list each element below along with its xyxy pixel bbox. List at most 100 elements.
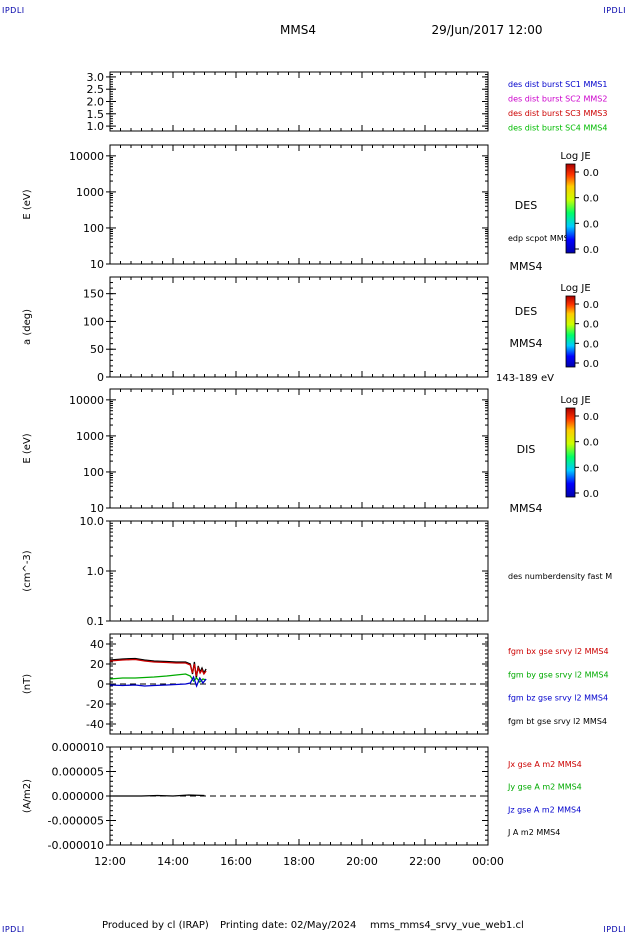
y-tick-label: 1000 — [76, 430, 104, 443]
legend-entry: des dist burst SC2 MMS2 — [508, 95, 607, 104]
colorbar — [565, 295, 576, 368]
colorbar-tick-label: 0.0 — [583, 300, 599, 311]
y-tick-label: 10000 — [69, 394, 104, 407]
corner-label-bottom-left: IPDLI — [2, 925, 25, 934]
corner-label-top-right: IPDLI — [603, 6, 626, 15]
colorbar-tick-label: 0.0 — [583, 463, 599, 474]
y-tick-label: 3.0 — [87, 71, 105, 84]
data-series — [109, 657, 207, 679]
corner-label-top-left: IPDLI — [2, 6, 25, 15]
y-tick-label: -20 — [86, 698, 104, 711]
y-tick-label: 100 — [83, 315, 104, 328]
side-label: edp scpot MMS4 — [508, 234, 574, 243]
legend-entry: fgm by gse srvy l2 MMS4 — [508, 670, 609, 679]
colorbar-title: Log JE — [560, 151, 590, 162]
instrument-label: DES — [515, 199, 537, 212]
y-axis-label: (cm^-3) — [22, 550, 33, 591]
x-tick-label: 00:00 — [472, 855, 504, 868]
x-tick-label: 18:00 — [283, 855, 315, 868]
y-tick-label: 1000 — [76, 186, 104, 199]
legend-entry: fgm bx gse srvy l2 MMS4 — [508, 647, 609, 656]
x-tick-label: 12:00 — [94, 855, 126, 868]
spacecraft-label: MMS4 — [510, 260, 543, 273]
colorbar-title: Log JE — [560, 395, 590, 406]
footer-script: mms_mms4_srvy_vue_web1.cl — [370, 920, 524, 931]
y-tick-label: 20 — [90, 658, 104, 671]
instrument-label: DIS — [517, 443, 536, 456]
panel-5: 0.1 1.0 10.0 (cm^-3) des numberdensity fast … — [22, 515, 612, 628]
colorbar-tick-label: 0.0 — [583, 168, 599, 179]
colorbar-tick-label: 0.0 — [583, 489, 599, 500]
y-tick-label: 1.0 — [87, 120, 105, 133]
panel-6: -40 -20 0 20 40 (nT) fgm bx gse srvy l2 MMS4 fg… — [22, 633, 609, 735]
panel-4: 10 100 1000 10000 E (eV) DIS MMS4 Log JE 0.0 0.0 0… — [22, 388, 599, 515]
corner-label-bottom-right: IPDLI — [603, 925, 626, 934]
footer-printing-date: Printing date: 02/May/2024 — [220, 920, 356, 931]
y-tick-label: 10 — [90, 502, 104, 515]
y-axis-label: E (eV) — [22, 189, 33, 219]
legend-entry: des dist burst SC1 MMS1 — [508, 80, 607, 89]
colorbar-tick-label: 0.0 — [583, 194, 599, 205]
time-axis: 12:00 14:00 16:00 18:00 20:00 22:00 00:00 — [94, 855, 504, 868]
instrument-label: DES — [515, 305, 537, 318]
colorbar-tick-label: 0.0 — [583, 339, 599, 350]
panel-frame — [109, 520, 489, 622]
panel-frame — [109, 144, 489, 265]
footer-producer: Produced by cl (IRAP) — [102, 920, 209, 931]
y-tick-label: 100 — [83, 222, 104, 235]
side-label: des numberdensity fast M — [508, 572, 612, 581]
colorbar-tick-label: 0.0 — [583, 438, 599, 449]
y-tick-label: 2.5 — [87, 83, 105, 96]
footer: Produced by cl (IRAP) Printing date: 02/… — [102, 920, 524, 931]
data-series — [109, 675, 207, 688]
y-tick-label: 1.0 — [87, 565, 105, 578]
data-series — [109, 658, 207, 677]
data-series — [109, 673, 207, 683]
y-tick-label: 50 — [90, 343, 104, 356]
y-tick-label: -0.000005 — [48, 815, 104, 828]
x-tick-label: 20:00 — [346, 855, 378, 868]
legend-entry: Jz gse A m2 MMS4 — [507, 805, 581, 814]
y-tick-label: 150 — [83, 288, 104, 301]
y-tick-label: 10.0 — [80, 515, 105, 528]
y-tick-label: 10 — [90, 258, 104, 271]
legend-entry: des dist burst SC3 MMS3 — [508, 109, 607, 118]
y-tick-label: 0 — [97, 371, 104, 384]
legend-entry: Jx gse A m2 MMS4 — [507, 760, 582, 769]
spacecraft-label: MMS4 — [510, 502, 543, 515]
y-tick-label: 0.000000 — [52, 790, 105, 803]
y-tick-label: 40 — [90, 638, 104, 651]
data-series — [110, 794, 205, 797]
panel-frame — [109, 388, 489, 509]
colorbar-tick-label: 0.0 — [583, 245, 599, 256]
panel-frame — [109, 71, 489, 132]
panel-1: 1.01.52.02.53.0 des dist burst SC1 MMS1 de… — [87, 71, 608, 133]
colorbar-tick-label: 0.0 — [583, 412, 599, 423]
x-tick-label: 14:00 — [157, 855, 189, 868]
y-axis-label: a (deg) — [22, 309, 33, 345]
mission-title: MMS4 — [280, 23, 316, 37]
colorbar-tick-label: 0.0 — [583, 320, 599, 331]
colorbar — [565, 163, 576, 254]
panel-2: 10 100 1000 10000 E (eV) DES edp scpot MMS4 MMS… — [22, 144, 599, 273]
y-axis-label: (nT) — [22, 674, 33, 694]
y-tick-label: 2.0 — [87, 96, 105, 109]
y-tick-label: 0 — [97, 678, 104, 691]
y-tick-label: 0.000005 — [52, 766, 105, 779]
legend-entry: fgm bt gse srvy l2 MMS4 — [508, 717, 607, 726]
legend-entry: J A m2 MMS4 — [507, 828, 560, 837]
x-tick-label: 16:00 — [220, 855, 252, 868]
panel-frame — [109, 276, 489, 378]
datetime-title: 29/Jun/2017 12:00 — [431, 23, 542, 37]
y-tick-label: 1.5 — [87, 108, 105, 121]
energy-range-label: 143-189 eV — [496, 373, 554, 384]
colorbar-tick-label: 0.0 — [583, 219, 599, 230]
y-tick-label: 100 — [83, 466, 104, 479]
y-tick-label: 0.1 — [87, 615, 105, 628]
spacecraft-label: MMS4 — [510, 337, 543, 350]
y-axis-label: (A/m2) — [22, 779, 33, 813]
y-tick-label: -0.000010 — [48, 839, 104, 852]
y-axis-label: E (eV) — [22, 433, 33, 463]
